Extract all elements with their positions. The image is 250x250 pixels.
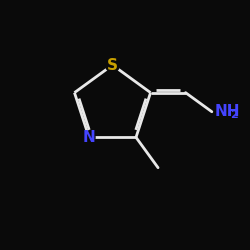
- Text: S: S: [107, 58, 118, 72]
- Circle shape: [83, 131, 95, 143]
- Text: N: N: [82, 130, 95, 145]
- Text: 2: 2: [230, 110, 237, 120]
- Text: NH: NH: [214, 104, 240, 119]
- Circle shape: [106, 58, 120, 72]
